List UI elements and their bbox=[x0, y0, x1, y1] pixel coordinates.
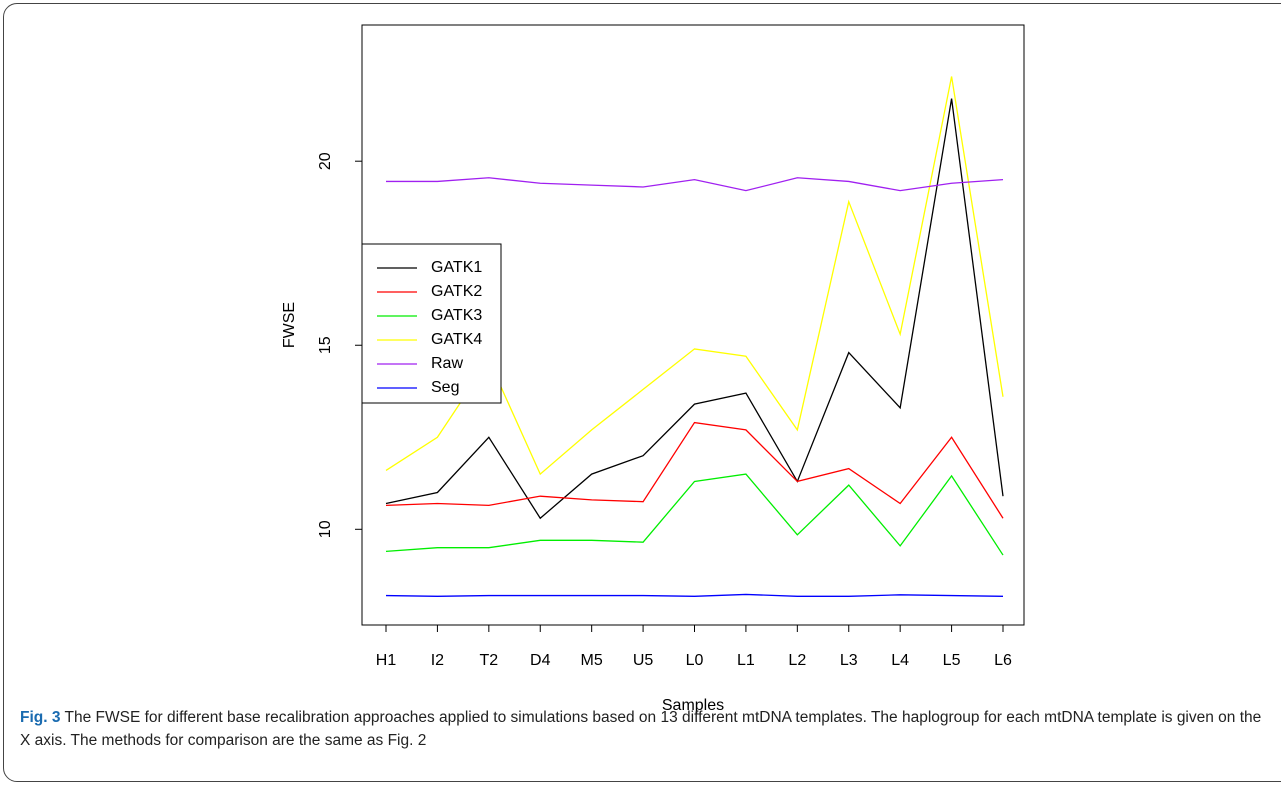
x-tick-label: H1 bbox=[376, 652, 397, 669]
series-line bbox=[385, 98, 1004, 520]
caption-text: The FWSE for different base recalibratio… bbox=[20, 709, 1262, 749]
x-tick-label: U5 bbox=[633, 652, 654, 669]
x-tick-label: L1 bbox=[737, 652, 755, 669]
caption-label: Fig. 3 bbox=[20, 709, 61, 726]
legend-label: Raw bbox=[431, 355, 463, 372]
x-tick-label: T2 bbox=[479, 652, 498, 669]
x-tick-label: M5 bbox=[581, 652, 603, 669]
legend-label: GATK1 bbox=[431, 259, 482, 276]
y-tick-label: 20 bbox=[317, 152, 334, 170]
x-tick-label: L2 bbox=[788, 652, 806, 669]
series-line bbox=[385, 421, 1004, 519]
series-line bbox=[385, 593, 1004, 597]
series-line bbox=[385, 473, 1004, 556]
legend-label: GATK4 bbox=[431, 331, 482, 348]
legend-box bbox=[361, 243, 502, 404]
y-tick-label: 10 bbox=[317, 520, 334, 538]
x-axis-title: Samples bbox=[662, 697, 724, 714]
x-tick-label: L0 bbox=[686, 652, 704, 669]
y-tick-label: 15 bbox=[317, 336, 334, 354]
y-axis-title: FWSE bbox=[281, 302, 298, 348]
x-tick-label: I2 bbox=[431, 652, 444, 669]
x-tick-label: L4 bbox=[891, 652, 909, 669]
series-line bbox=[386, 177, 1004, 192]
x-tick-label: L5 bbox=[943, 652, 961, 669]
x-tick-label: D4 bbox=[530, 652, 551, 669]
legend-label: GATK3 bbox=[431, 307, 482, 324]
x-tick-label: L6 bbox=[994, 652, 1012, 669]
legend-label: Seg bbox=[431, 379, 459, 396]
legend-label: GATK2 bbox=[431, 283, 482, 300]
x-tick-label: L3 bbox=[840, 652, 858, 669]
figure-frame bbox=[3, 3, 1281, 782]
caption: Fig. 3 The FWSE for different base recal… bbox=[20, 706, 1270, 752]
